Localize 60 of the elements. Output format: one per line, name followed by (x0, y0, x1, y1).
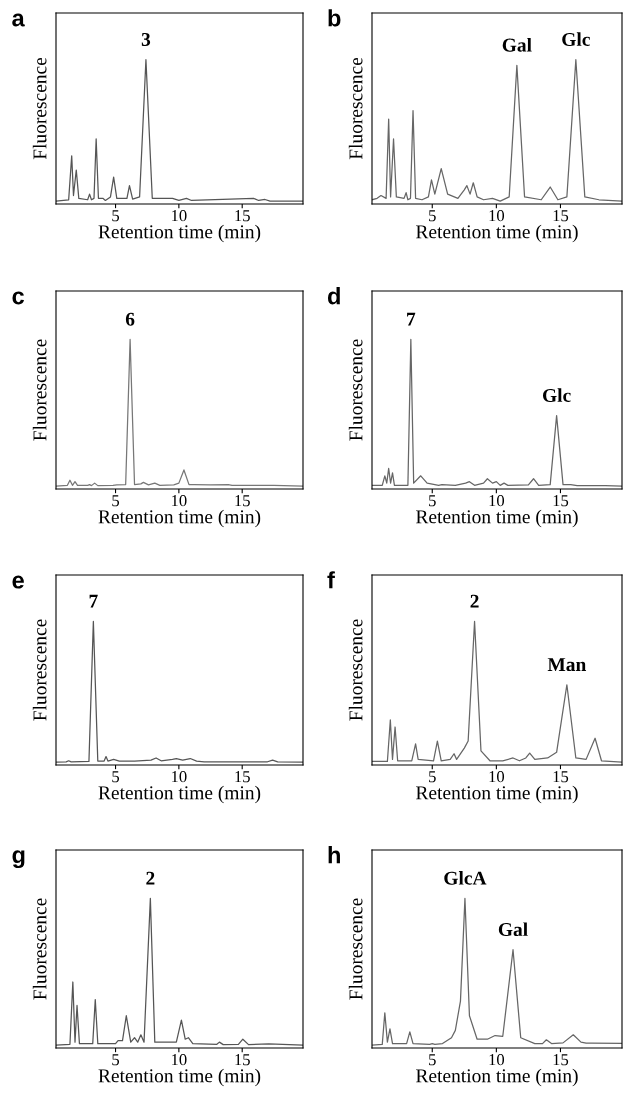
chart-title: c (12, 291, 24, 305)
x-axis-title: Retention time (min) (416, 224, 578, 243)
x-tick-label: 10 (489, 1054, 505, 1066)
y-axis-title: Fluorescence (32, 339, 47, 441)
x-tick-label: 10 (489, 210, 505, 222)
chart-title: a (12, 13, 25, 27)
chart-title: b (328, 9, 341, 27)
annotation: 2 (470, 594, 479, 608)
x-axis-title: Retention time (min) (98, 1068, 261, 1087)
x-tick-label: 10 (172, 771, 187, 783)
annotation: 6 (125, 312, 135, 326)
annotation: Glc (562, 32, 590, 47)
x-tick-label: 10 (489, 771, 505, 783)
annotation: GlcA (444, 871, 487, 885)
annotation: 7 (89, 594, 98, 608)
x-tick-label: 5 (112, 210, 120, 222)
chart-title: e (12, 575, 24, 589)
y-axis-title: Fluorescence (32, 898, 47, 1000)
x-tick-label: 15 (553, 495, 569, 507)
x-tick-label: 10 (489, 495, 505, 507)
x-tick-label: 15 (235, 210, 250, 222)
chart-title: h (328, 846, 340, 864)
x-axis-title: Retention time (min) (98, 224, 261, 243)
x-tick-label: 15 (553, 210, 569, 222)
x-tick-label: 10 (172, 1054, 187, 1066)
annotation: 2 (146, 871, 155, 885)
annotation: Glc (542, 388, 571, 402)
x-tick-label: 5 (429, 771, 436, 783)
y-axis-title: Fluorescence (348, 339, 363, 441)
annotation: Gal (502, 37, 532, 52)
annotation: Man (547, 658, 587, 672)
x-axis-title: Retention time (min) (416, 1068, 578, 1087)
annotation: Gal (498, 922, 528, 937)
x-tick-label: 5 (112, 495, 120, 507)
chart-title: f (327, 571, 335, 589)
x-tick-label: 15 (553, 1054, 569, 1066)
annotation: 7 (407, 312, 416, 326)
x-tick-label: 15 (235, 1054, 250, 1066)
y-axis-title: Fluorescence (32, 619, 47, 721)
x-tick-label: 5 (429, 210, 436, 222)
x-tick-label: 10 (172, 210, 187, 222)
chart-title: g (12, 850, 25, 869)
x-tick-label: 15 (553, 771, 569, 783)
x-tick-label: 5 (429, 495, 436, 507)
x-axis-title: Retention time (min) (98, 785, 261, 804)
x-axis-title: Retention time (min) (98, 509, 261, 528)
y-axis-title: Fluorescence (32, 57, 47, 160)
x-axis-title: Retention time (min) (416, 509, 578, 528)
x-tick-label: 5 (112, 1054, 120, 1066)
x-axis-title: Retention time (min) (416, 785, 578, 804)
chart-title: d (327, 287, 340, 305)
y-axis-title: Fluorescence (348, 898, 363, 1000)
x-tick-label: 5 (112, 771, 120, 783)
y-axis-title: Fluorescence (348, 619, 363, 721)
x-tick-label: 15 (235, 495, 250, 507)
x-tick-label: 10 (172, 495, 187, 507)
x-tick-label: 5 (429, 1054, 436, 1066)
x-tick-label: 15 (235, 771, 250, 783)
annotation: 3 (141, 32, 151, 47)
y-axis-title: Fluorescence (348, 57, 363, 160)
